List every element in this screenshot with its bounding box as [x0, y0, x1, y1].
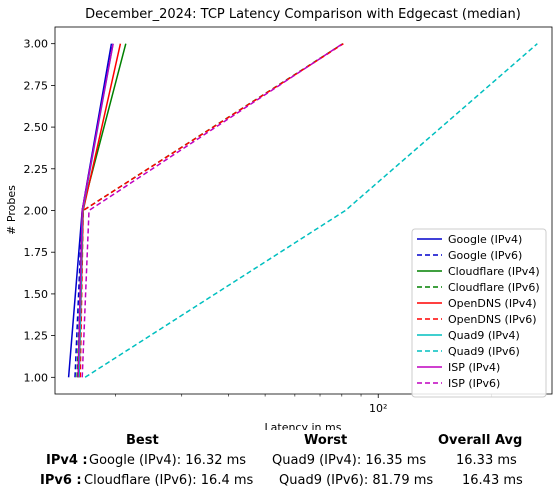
ipv4-row-label: IPv4 :	[46, 453, 88, 468]
series-line-opendns-ipv4	[78, 43, 122, 378]
chart-title: December_2024: TCP Latency Comparison wi…	[85, 7, 521, 22]
legend-label: Cloudflare (IPv4)	[448, 265, 540, 278]
y-tick-label: 1.75	[24, 246, 49, 259]
latency-chart: December_2024: TCP Latency Comparison wi…	[5, 7, 553, 430]
y-tick-label: 2.75	[24, 79, 49, 92]
ipv6-best: Cloudflare (IPv6): 16.4 ms	[84, 473, 254, 488]
ipv6-avg: 16.43 ms	[462, 473, 523, 488]
legend-label: Quad9 (IPv4)	[448, 329, 520, 342]
series-line-isp-ipv6	[81, 43, 344, 378]
legend-label: ISP (IPv4)	[448, 361, 500, 374]
legend-label: Google (IPv6)	[448, 249, 522, 262]
legend: Google (IPv4) Google (IPv6) Cloudflare (IP…	[411, 228, 547, 398]
ipv4-worst: Quad9 (IPv4): 16.35 ms	[272, 453, 427, 468]
series-layer	[67, 43, 538, 378]
y-tick-label: 3.00	[24, 38, 49, 51]
x-tick-label: 10²	[369, 402, 387, 415]
y-tick-label: 2.00	[24, 205, 49, 218]
legend-label: Cloudflare (IPv6)	[448, 281, 540, 294]
summary-table: Best Worst Overall Avg IPv4 : Google (IP…	[0, 430, 559, 494]
y-tick-label: 2.50	[24, 121, 49, 134]
ipv4-best: Google (IPv4): 16.32 ms	[89, 453, 247, 468]
series-line-opendns-ipv6	[79, 43, 344, 378]
series-line-cloudflare-ipv6	[76, 43, 344, 378]
legend-label: OpenDNS (IPv6)	[448, 313, 537, 326]
y-tick-label: 2.25	[24, 163, 49, 176]
best-header: Best	[126, 433, 159, 448]
series-line-isp-ipv4	[77, 43, 114, 378]
legend-label: Quad9 (IPv6)	[448, 345, 520, 358]
legend-label: ISP (IPv6)	[448, 377, 500, 390]
avg-header: Overall Avg	[438, 433, 523, 448]
ipv6-row-label: IPv6 :	[40, 473, 82, 488]
y-tick-label: 1.50	[24, 288, 49, 301]
y-tick-label: 1.25	[24, 330, 49, 343]
ipv4-avg: 16.33 ms	[456, 453, 517, 468]
y-axis-label: # Probes	[5, 185, 18, 235]
ipv6-worst: Quad9 (IPv6): 81.79 ms	[279, 473, 434, 488]
legend-box	[411, 228, 547, 398]
y-axis: 1.00 1.25 1.50 1.75 2.00 2.25 2.50 2.75 3.00	[24, 38, 55, 384]
legend-label: OpenDNS (IPv4)	[448, 297, 537, 310]
legend-label: Google (IPv4)	[448, 233, 522, 246]
y-tick-label: 1.00	[24, 371, 49, 384]
worst-header: Worst	[304, 433, 348, 448]
series-line-google-ipv4	[67, 43, 113, 378]
x-axis: 10²	[115, 394, 492, 415]
x-axis-label: Latency in ms	[265, 421, 342, 430]
